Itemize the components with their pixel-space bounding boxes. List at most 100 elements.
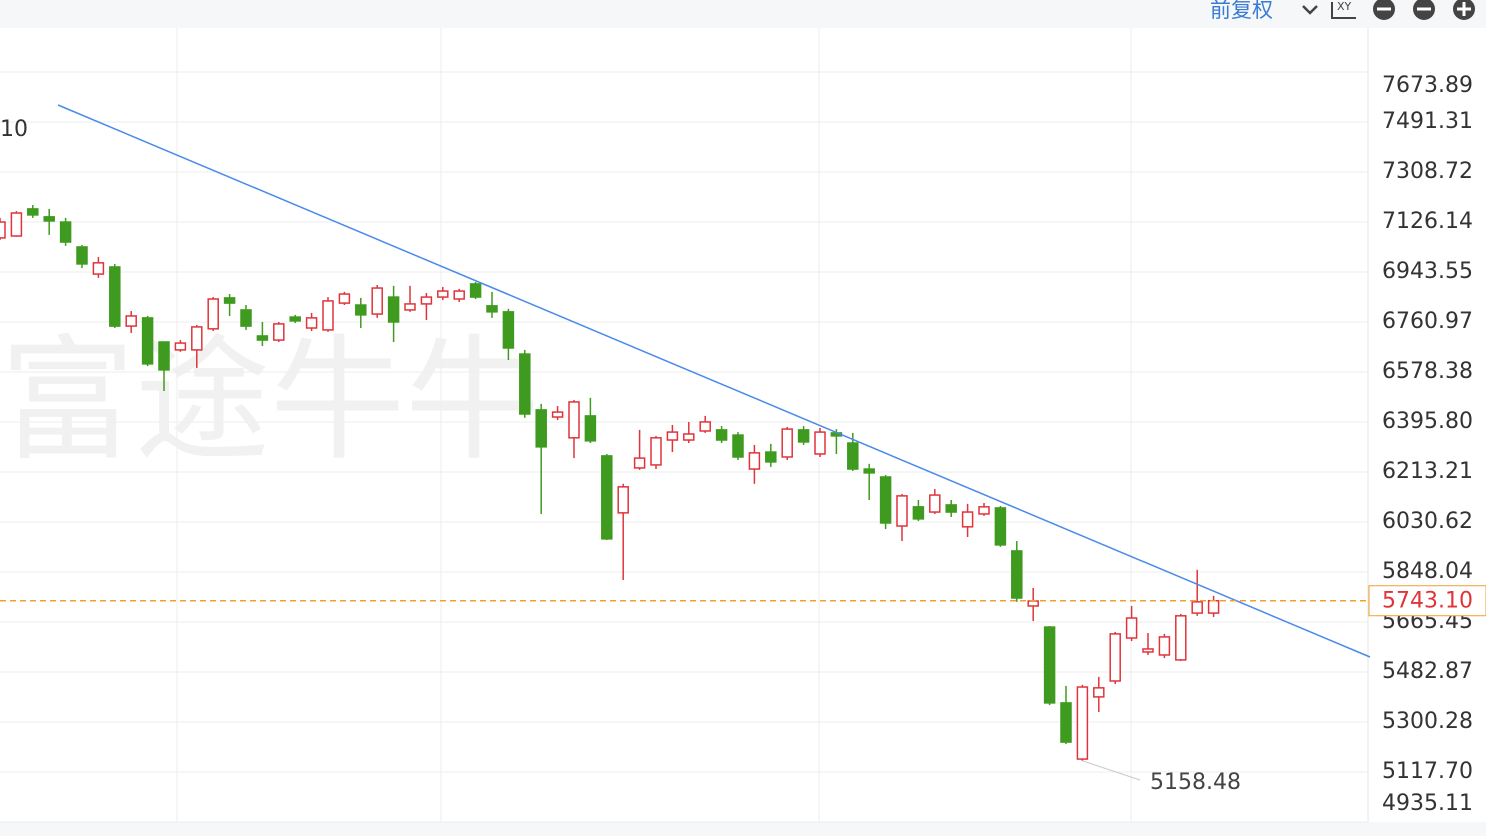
candle-body: [765, 451, 777, 463]
y-axis: 7673.89 7491.31 7308.72 7126.14 6943.55 6760.…: [1382, 73, 1473, 816]
candle-body: [535, 409, 547, 448]
candle-body: [191, 326, 203, 351]
candle-body: [125, 315, 137, 327]
xy-icon[interactable]: [1331, 2, 1356, 19]
candle-body: [1109, 633, 1121, 682]
candle-body: [650, 437, 662, 466]
candle-body: [896, 495, 908, 527]
candle-body: [355, 304, 367, 316]
candle-body: [1027, 600, 1039, 607]
y-tick-label: 6395.80: [1382, 409, 1473, 434]
edge-label: 10: [0, 117, 28, 142]
candle-body: [92, 262, 105, 275]
candle-body: [141, 317, 154, 365]
candle-body: [961, 511, 974, 528]
candle-body: [1011, 550, 1023, 599]
candle-body: [879, 476, 892, 524]
candle-body: [617, 486, 629, 514]
y-tick-label: 7673.89: [1382, 73, 1473, 98]
candle-body: [699, 421, 711, 432]
y-tick-label: 6030.62: [1382, 509, 1473, 534]
candle-body: [863, 468, 875, 474]
toolbar-bg: [0, 0, 1486, 28]
toolbar: 前复权 XY: [1210, 0, 1475, 22]
overlays: 5743.10 5158.48: [0, 585, 1486, 795]
candle-body: [1207, 599, 1220, 614]
y-tick-label: 7308.72: [1382, 159, 1473, 184]
candle-body: [519, 353, 531, 415]
candle-body: [994, 507, 1007, 546]
candle-body: [486, 305, 498, 313]
candle-body: [502, 311, 515, 349]
candle-body: [27, 208, 39, 216]
candles: [0, 205, 1220, 761]
candle-body: [387, 296, 400, 323]
candle-body: [847, 442, 859, 470]
candle-body: [437, 290, 449, 298]
candle-body: [469, 283, 482, 298]
trend-line[interactable]: [57, 104, 1371, 658]
adjust-button[interactable]: 前复权: [1210, 0, 1273, 22]
candle-body: [814, 431, 826, 455]
y-tick-label: 5482.87: [1382, 659, 1473, 684]
y-tick-label: 6760.97: [1382, 309, 1473, 334]
candle-body: [371, 287, 383, 315]
candle-body: [568, 401, 580, 439]
candle-body: [1060, 702, 1072, 743]
candle-body: [715, 429, 728, 441]
candle-body: [404, 303, 416, 311]
candle-body: [945, 504, 957, 513]
y-tick-label: 6943.55: [1382, 259, 1473, 284]
y-tick-label: 5300.28: [1382, 709, 1473, 734]
candle-body: [240, 309, 252, 327]
candle-body: [338, 293, 351, 304]
candle-body: [683, 433, 695, 441]
candle-body: [732, 434, 744, 458]
candle-body: [633, 457, 646, 469]
candle-body: [273, 323, 285, 341]
footer-bg: [0, 822, 1486, 836]
candle-body: [912, 506, 925, 520]
candle-body: [781, 428, 793, 458]
candle-body: [158, 341, 170, 371]
candle-body: [420, 296, 433, 305]
dropdown-icon[interactable]: [1302, 5, 1318, 15]
y-tick-label: 7491.31: [1382, 109, 1473, 134]
y-tick-label: 6578.38: [1382, 359, 1473, 384]
candle-body: [748, 452, 761, 470]
candle-body: [0, 221, 6, 239]
grid: [0, 71, 1368, 823]
candle-body: [256, 335, 269, 341]
candle-body: [453, 290, 465, 300]
candle-body: [43, 216, 55, 222]
price-label: 5743.10: [1382, 589, 1473, 614]
candle-body: [76, 246, 88, 265]
y-tick-label: 7126.14: [1382, 209, 1473, 234]
candle-body: [1175, 615, 1187, 661]
candle-body: [666, 431, 679, 441]
candle-body: [1158, 636, 1171, 656]
xy-label[interactable]: XY: [1337, 0, 1352, 13]
candle-body: [1076, 686, 1089, 760]
candle-body: [1191, 601, 1203, 614]
candle-body: [10, 212, 23, 237]
icon-minus: [1417, 7, 1431, 11]
y-tick-label: 4935.11: [1382, 791, 1473, 816]
candle-body: [1142, 648, 1154, 653]
candle-body: [1093, 687, 1105, 698]
candle-body: [584, 415, 597, 442]
candle-body: [551, 411, 564, 418]
candle-body: [305, 317, 318, 329]
y-tick-label: 5117.70: [1382, 759, 1473, 784]
candle-body: [1125, 617, 1138, 639]
y-tick-label: 5848.04: [1382, 559, 1473, 584]
candle-body: [109, 266, 121, 327]
y-tick-label: 6213.21: [1382, 459, 1473, 484]
low-label: 5158.48: [1150, 770, 1241, 795]
candle-body: [978, 506, 990, 515]
candle-body: [207, 298, 219, 330]
candle-body: [322, 300, 334, 331]
candle-body: [223, 297, 236, 304]
